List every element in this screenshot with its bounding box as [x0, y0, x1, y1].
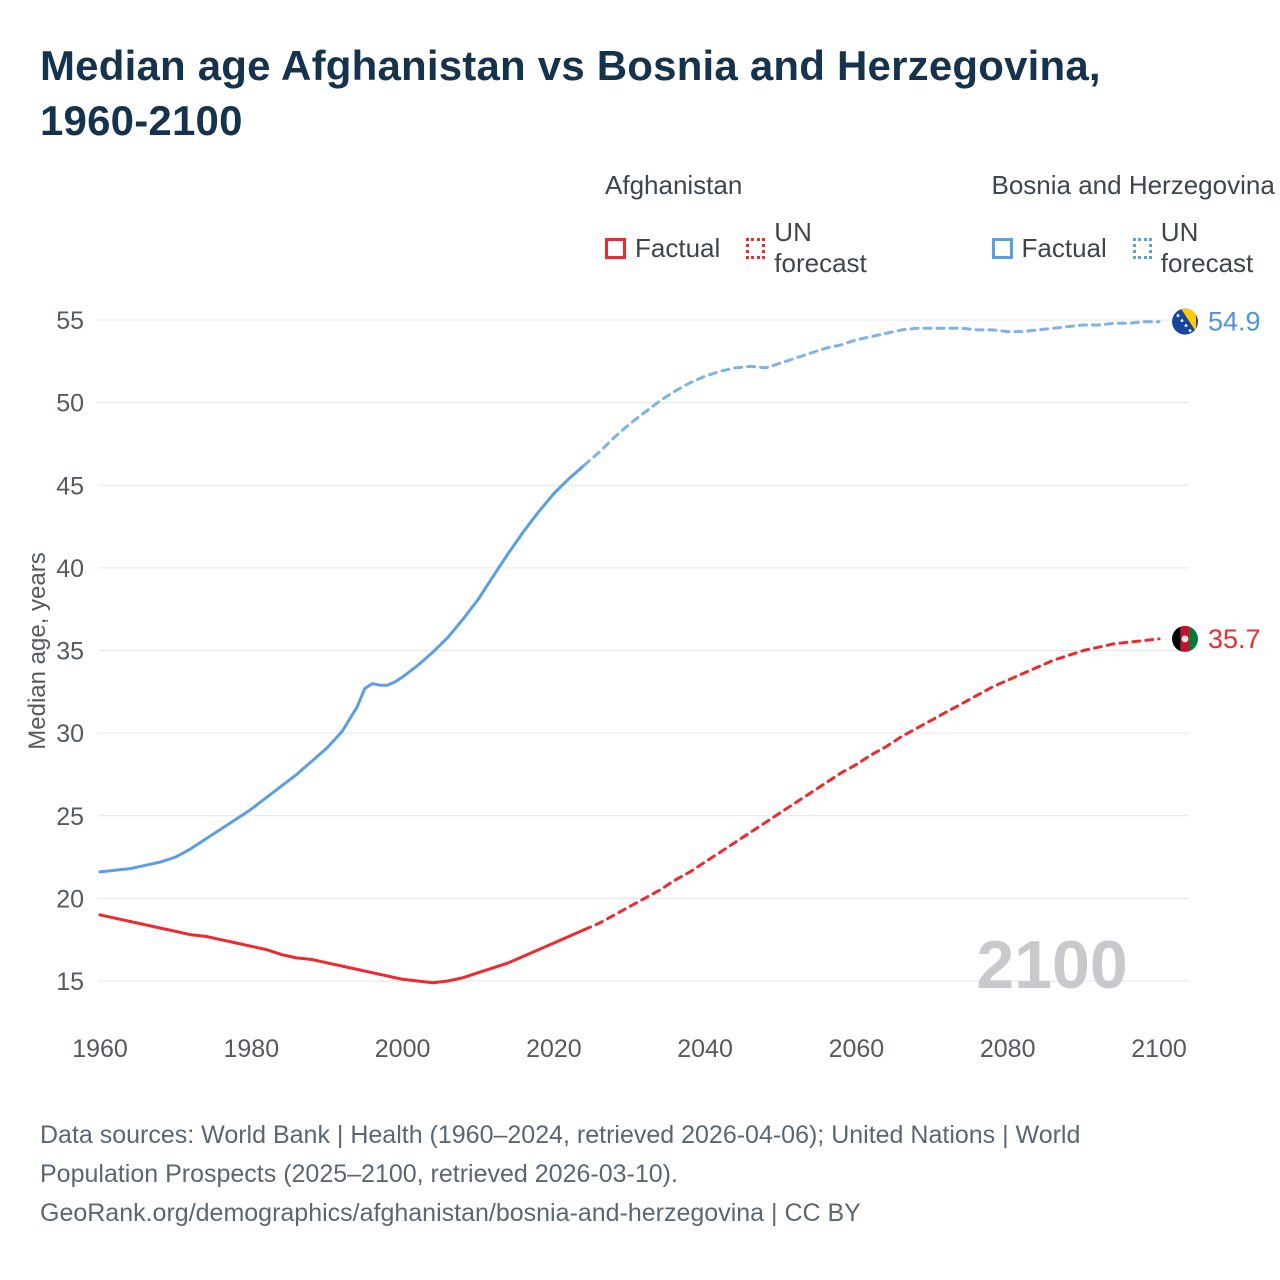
footer-datasources-line2: Population Prospects (2025–2100, retriev…: [40, 1159, 678, 1188]
legend-group-afghanistan: Afghanistan Factual UN forecast: [605, 170, 894, 279]
legend-group-title-bosnia: Bosnia and Herzegovina: [991, 170, 1275, 200]
y-tick-label-30: 30: [56, 720, 84, 748]
legend-group-bosnia: Bosnia and Herzegovina Factual UN foreca…: [991, 170, 1280, 279]
y-tick-label-55: 55: [56, 307, 84, 335]
legend-item-label: Factual: [635, 232, 721, 263]
y-tick-label-35: 35: [56, 638, 84, 666]
y-tick-label-20: 20: [56, 885, 84, 913]
legend-swatch-dotted-red-icon: [746, 237, 766, 259]
y-tick-label-25: 25: [56, 803, 84, 831]
page-title: Median age Afghanistan vs Bosnia and Her…: [40, 42, 1101, 145]
footer-datasources-line1: Data sources: World Bank | Health (1960–…: [40, 1121, 1081, 1149]
footer-attribution-link[interactable]: GeoRank.org/demographics/afghanistan/bos…: [40, 1198, 861, 1227]
series-line-bosnia-forecast: [582, 320, 1161, 467]
legend-items-bosnia: Factual UN forecast: [991, 217, 1280, 279]
chart-legend: Afghanistan Factual UN forecast Bosnia a…: [605, 170, 1280, 279]
gridlines: [98, 319, 1189, 982]
legend-item-label: UN forecast: [774, 217, 867, 278]
axis-tick-labels: 15 20 25 30 35 40 45 50 55 1960 1980 2000 2020 2040 20…: [56, 307, 1187, 1063]
legend-item-label: UN forecast: [1160, 217, 1254, 278]
legend-item-afghanistan-factual[interactable]: Factual: [605, 233, 720, 264]
flag-icon-afghanistan: [1172, 625, 1198, 652]
y-tick-label-50: 50: [56, 390, 84, 418]
legend-item-label: Factual: [1021, 232, 1107, 263]
x-tick-label-2060: 2060: [829, 1035, 885, 1063]
x-tick-label-2020: 2020: [526, 1035, 582, 1063]
series-lines: [98, 320, 1161, 985]
y-tick-label-40: 40: [56, 555, 84, 583]
y-tick-label-15: 15: [56, 968, 84, 996]
legend-swatch-solid-red-icon: [605, 237, 626, 259]
legend-swatch-dotted-blue-icon: [1132, 237, 1152, 259]
series-line-bosnia-factual: [98, 463, 586, 874]
end-value-label-afghanistan: 35.7: [1208, 624, 1261, 654]
series-end-markers: 54.9 35.7: [1172, 307, 1261, 654]
x-tick-label-2080: 2080: [980, 1035, 1036, 1063]
y-axis-title: Median age, years: [24, 552, 51, 749]
x-tick-label-1960: 1960: [72, 1035, 128, 1063]
x-tick-label-2000: 2000: [375, 1035, 431, 1063]
flag-icon-bosnia-and-herzegovina: [1172, 308, 1198, 335]
legend-item-afghanistan-forecast[interactable]: UN forecast: [746, 217, 893, 279]
legend-item-bosnia-factual[interactable]: Factual: [991, 232, 1107, 264]
x-tick-label-1980: 1980: [223, 1035, 279, 1063]
end-value-label-bosnia-and-herzegovina: 54.9: [1208, 307, 1261, 337]
legend-items-afghanistan: Factual UN forecast: [605, 217, 894, 279]
legend-item-bosnia-forecast[interactable]: UN forecast: [1132, 217, 1280, 279]
median-age-line-chart: 2100 15 20 25 30 35 40 45 50 55 1960 1980 2000 2020 2…: [24, 307, 1261, 1063]
x-tick-label-2040: 2040: [677, 1035, 733, 1063]
series-line-afghanistan-factual: [98, 913, 586, 985]
legend-swatch-solid-blue-icon: [991, 237, 1013, 259]
watermark-2100: 2100: [976, 927, 1127, 1003]
series-line-afghanistan-forecast: [582, 637, 1161, 932]
y-tick-label-45: 45: [56, 472, 84, 500]
footer: Data sources: World Bank | Health (1960–…: [40, 1116, 1230, 1232]
x-tick-label-2100: 2100: [1131, 1035, 1187, 1063]
legend-group-title-afghanistan: Afghanistan: [605, 170, 743, 200]
